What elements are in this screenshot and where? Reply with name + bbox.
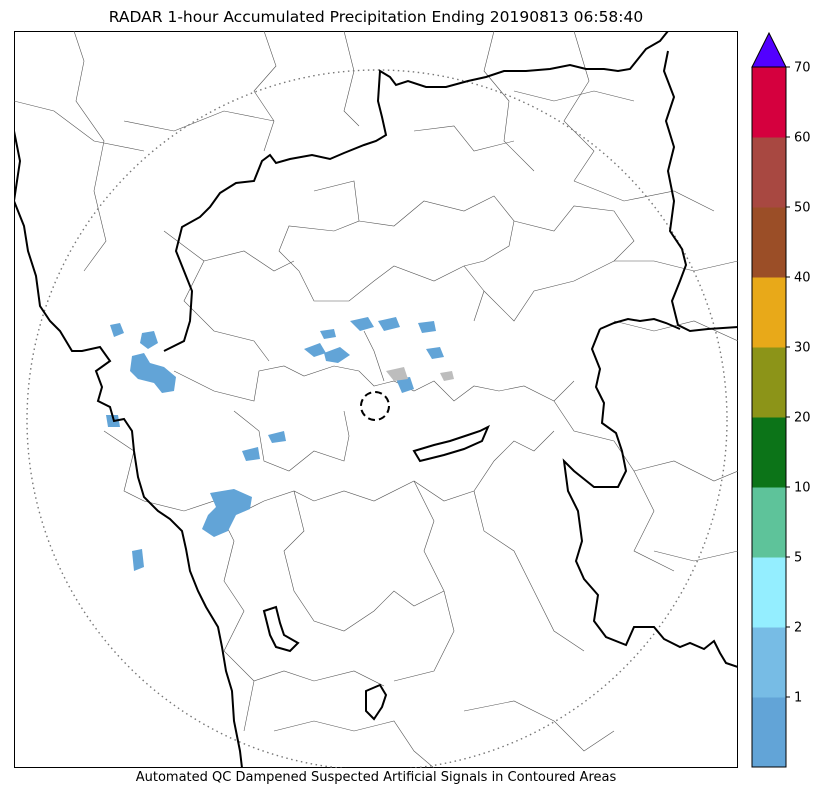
colorbar-segment [752,137,786,208]
colorbar-tick-label: 1 [794,691,802,706]
state-borders [14,31,738,768]
colorbar-segment [752,697,786,768]
colorbar-extend-triangle [751,31,787,68]
colorbar: 1 2 5 10 20 30 40 50 60 70 [751,31,811,768]
colorbar-tick-label: 40 [794,271,811,286]
colorbar-tick-label: 20 [794,411,811,426]
colorbar-tick-label: 5 [794,551,802,566]
colorbar-tick-label: 30 [794,341,811,356]
colorbar-segment [752,417,786,488]
colorbar-tick-label: 10 [794,481,811,496]
colorbar-tick-label: 50 [794,201,811,216]
qc-footnote: Automated QC Dampened Suspected Artifici… [135,770,617,785]
suspect-signal-areas [386,367,454,381]
colorbar-tick-label: 70 [794,61,811,76]
precipitation-areas [106,317,444,571]
colorbar-segment [752,347,786,418]
colorbar-tick-label: 2 [794,621,802,636]
district-borders [14,31,738,768]
radar-range-ring [26,69,728,768]
radar-map [14,31,738,768]
chart-title: RADAR 1-hour Accumulated Precipitation E… [108,8,644,26]
colorbar-ticks: 1 2 5 10 20 30 40 50 60 70 [786,61,811,706]
colorbar-segment [752,487,786,558]
colorbar-segment [752,67,786,138]
colorbar-segments [752,67,786,768]
colorbar-tick-label: 60 [794,131,811,146]
map-frame [14,31,738,768]
colorbar-segment [752,557,786,628]
colorbar-segment [752,627,786,698]
radar-site-marker [360,391,390,421]
colorbar-segment [752,277,786,348]
colorbar-segment [752,207,786,278]
